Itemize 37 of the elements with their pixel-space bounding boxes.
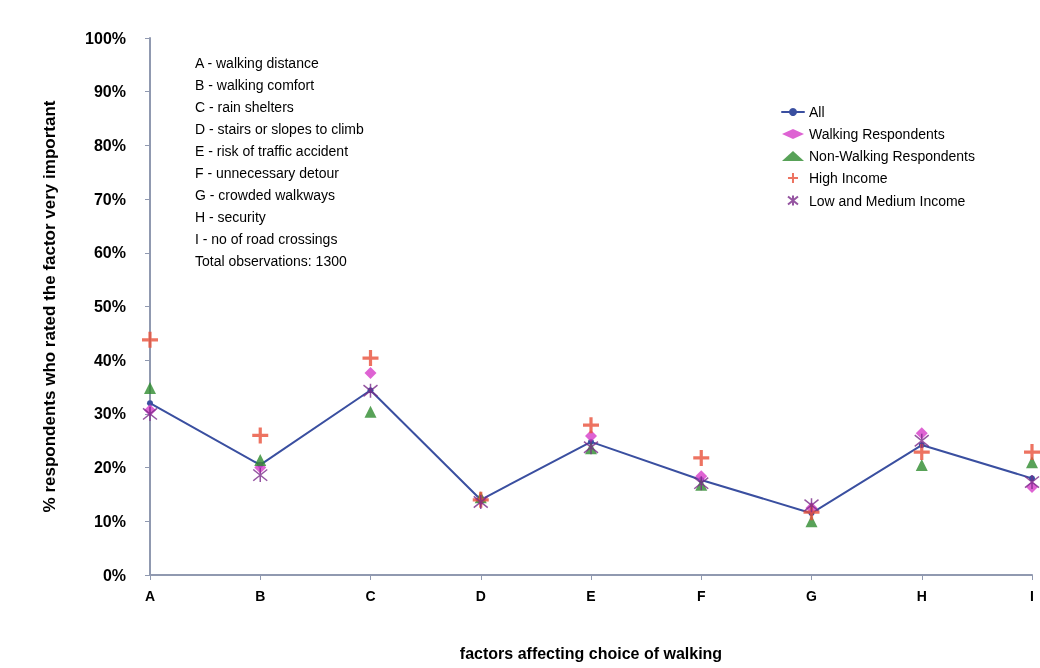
x-tick-label: G bbox=[806, 588, 818, 604]
x-tick-label: D bbox=[475, 588, 486, 604]
y-tick-label: 60% bbox=[93, 244, 126, 262]
y-tick-label: 100% bbox=[85, 29, 126, 47]
annotation: I - no of road crossings bbox=[195, 231, 338, 247]
annotation: C - rain shelters bbox=[195, 99, 294, 115]
y-tick-label: 80% bbox=[93, 136, 126, 154]
y-tick-label: 90% bbox=[93, 83, 126, 101]
annotation: B - walking comfort bbox=[195, 77, 315, 93]
legend-label: High Income bbox=[808, 170, 888, 186]
y-tick-label: 30% bbox=[93, 405, 126, 423]
x-tick-label: F bbox=[696, 588, 706, 604]
x-tick-label: E bbox=[586, 588, 596, 604]
annotation: H - security bbox=[195, 209, 266, 225]
x-tick-label: C bbox=[365, 588, 376, 604]
y-tick-label: 20% bbox=[93, 459, 126, 477]
y-axis-title: % respondents who rated the factor very important bbox=[39, 100, 59, 513]
annotation: A - walking distance bbox=[195, 55, 319, 71]
x-axis-title: factors affecting choice of walking bbox=[459, 644, 723, 662]
annotation: G - crowded walkways bbox=[195, 187, 336, 203]
y-tick-label: 10% bbox=[93, 512, 126, 530]
y-tick-label: 70% bbox=[93, 190, 126, 208]
legend-label: Non-Walking Respondents bbox=[808, 148, 975, 164]
legend-label: Low and Medium Income bbox=[808, 192, 966, 209]
x-tick-label: A bbox=[144, 588, 156, 604]
annotation: E - risk of traffic accident bbox=[195, 143, 349, 159]
x-tick-label: H bbox=[916, 588, 927, 604]
legend-label: All bbox=[808, 104, 825, 120]
x-tick-label: I bbox=[1030, 588, 1034, 604]
y-tick-label: 0% bbox=[102, 566, 126, 584]
x-tick-label: B bbox=[255, 588, 266, 604]
annotation: D - stairs or slopes to climb bbox=[195, 121, 365, 137]
legend-label: Walking Respondents bbox=[808, 126, 945, 142]
annotation: F - unnecessary detour bbox=[195, 165, 340, 181]
y-tick-label: 40% bbox=[93, 351, 126, 369]
annotation: Total observations: 1300 bbox=[195, 253, 347, 269]
y-tick-label: 50% bbox=[93, 298, 126, 315]
